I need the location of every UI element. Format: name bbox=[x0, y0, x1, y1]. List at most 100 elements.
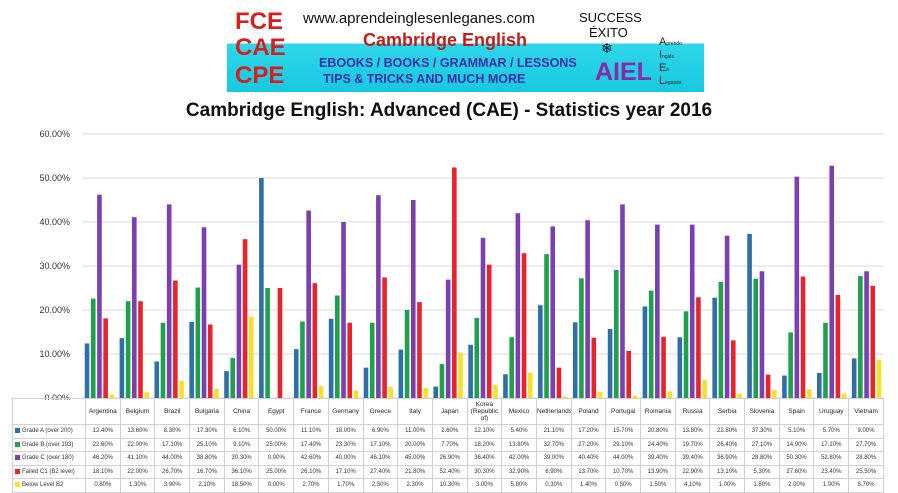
data-label: 3.00% bbox=[466, 478, 503, 493]
data-label: 40.40% bbox=[570, 451, 607, 466]
bar-0-13 bbox=[538, 305, 543, 398]
data-label: 26.70% bbox=[154, 464, 191, 479]
legend-swatch bbox=[15, 482, 20, 488]
y-tick-label: 40.00% bbox=[39, 217, 70, 227]
bar-3-17 bbox=[696, 297, 701, 398]
data-label: 27.70% bbox=[848, 437, 884, 452]
series-name: Grade A (over 200) bbox=[22, 428, 73, 435]
bar-4-21 bbox=[841, 393, 847, 398]
data-label: 1.00% bbox=[813, 478, 850, 493]
category-label: Egypt bbox=[258, 398, 295, 425]
category-label: Korea (Republic of) bbox=[466, 398, 503, 425]
data-label: 26.40% bbox=[709, 437, 746, 452]
bar-3-19 bbox=[765, 374, 771, 398]
bar-0-9 bbox=[398, 349, 404, 398]
data-label: 26.10% bbox=[293, 464, 329, 479]
data-label: 18.10% bbox=[85, 464, 121, 479]
legend-entry: Grade B (over 193) bbox=[12, 437, 86, 452]
bar-2-18 bbox=[724, 235, 730, 398]
data-label: 1.40% bbox=[570, 478, 607, 493]
data-label: 44.00% bbox=[154, 451, 191, 466]
data-label: 5.70% bbox=[813, 424, 850, 439]
bar-3-7 bbox=[347, 322, 353, 398]
data-label: 21.10% bbox=[535, 424, 572, 439]
data-label: 17.10% bbox=[327, 464, 364, 479]
bar-3-14 bbox=[591, 337, 597, 398]
bar-4-19 bbox=[772, 390, 777, 398]
bar-0-12 bbox=[503, 374, 508, 398]
data-label: 1.30% bbox=[119, 478, 156, 493]
banner-acronym-i: Inglés bbox=[659, 49, 675, 61]
bar-4-2 bbox=[179, 380, 184, 398]
chart-title: Cambridge English: Advanced (CAE) - Stat… bbox=[185, 100, 713, 121]
data-label: 2.10% bbox=[189, 478, 225, 493]
banner-aiel-logo: AIEL bbox=[595, 58, 652, 86]
data-label: 29.10% bbox=[605, 437, 641, 452]
y-tick-label: 20.00% bbox=[39, 305, 70, 315]
bar-0-15 bbox=[607, 328, 613, 398]
y-tick-label: 10.00% bbox=[39, 349, 70, 359]
data-label: 5.10% bbox=[778, 424, 815, 439]
bar-1-7 bbox=[335, 295, 340, 398]
banner-url[interactable]: www.aprendeinglesenleganes.com bbox=[303, 10, 535, 27]
banner-success: SUCCESS bbox=[579, 10, 642, 25]
data-label: 52.40% bbox=[431, 464, 468, 479]
bar-1-13 bbox=[544, 254, 549, 398]
data-label: 2.60% bbox=[431, 424, 468, 439]
data-label: 17.20% bbox=[570, 424, 607, 439]
bar-0-3 bbox=[189, 321, 194, 398]
bar-4-16 bbox=[667, 391, 673, 398]
bar-4-4 bbox=[249, 316, 254, 398]
bar-0-2 bbox=[154, 361, 160, 398]
bar-2-7 bbox=[341, 222, 346, 398]
bar-2-14 bbox=[585, 220, 590, 398]
bar-4-7 bbox=[353, 390, 359, 398]
bar-3-0 bbox=[103, 318, 108, 398]
bar-1-19 bbox=[753, 278, 759, 398]
bar-1-4 bbox=[230, 357, 236, 398]
series-name: Grade B (over 193) bbox=[22, 441, 74, 448]
data-label: 13.10% bbox=[709, 464, 746, 479]
bar-1-22 bbox=[858, 276, 863, 398]
data-label: 1.50% bbox=[640, 478, 676, 493]
y-tick-label: 30.00% bbox=[39, 261, 70, 271]
bar-0-6 bbox=[293, 349, 299, 398]
y-tick-label: 50.00% bbox=[39, 173, 70, 183]
data-label: 46.10% bbox=[362, 451, 399, 466]
bar-1-5 bbox=[265, 288, 270, 398]
data-label: 13.80% bbox=[674, 424, 711, 439]
series-name: Failed C1 (B2 level) bbox=[22, 468, 75, 475]
bar-4-14 bbox=[597, 391, 603, 398]
data-label: 8.30% bbox=[154, 424, 191, 439]
bar-3-15 bbox=[626, 350, 631, 398]
bar-2-20 bbox=[794, 176, 800, 398]
bar-0-11 bbox=[468, 344, 473, 398]
data-label: 0.00% bbox=[258, 478, 295, 493]
bar-2-0 bbox=[97, 194, 102, 398]
bar-1-6 bbox=[300, 321, 305, 398]
bar-0-4 bbox=[224, 371, 229, 398]
data-label: 2.50% bbox=[362, 478, 399, 493]
banner-exito: ÉXITO bbox=[589, 25, 628, 40]
bar-2-13 bbox=[550, 226, 556, 398]
bar-2-10 bbox=[445, 279, 451, 398]
bar-2-17 bbox=[689, 224, 695, 398]
data-table: Argentina Belgium Brazil Bulgaria China Egypt… bbox=[12, 398, 884, 493]
banner-exam-fce: FCE bbox=[235, 8, 283, 35]
legend-entry: Below Level B2 bbox=[12, 478, 86, 493]
data-label: 27.60% bbox=[778, 464, 815, 479]
data-label: 9.10% bbox=[223, 437, 260, 452]
bar-4-6 bbox=[318, 386, 324, 398]
bar-4-18 bbox=[737, 393, 742, 398]
bar-2-11 bbox=[480, 237, 486, 398]
table-row: Grade C (over 180) 46.20% 41.10% 44.00% 38.8… bbox=[12, 451, 884, 466]
category-label: Japan bbox=[431, 398, 468, 425]
data-label: 12.40% bbox=[85, 424, 121, 439]
data-label: 2.30% bbox=[397, 478, 433, 493]
bar-4-9 bbox=[423, 387, 428, 398]
legend-entry: Grade C (over 180) bbox=[12, 451, 86, 466]
bar-3-22 bbox=[870, 285, 876, 398]
legend-entry: Grade A (over 200) bbox=[12, 424, 86, 439]
data-label: 36.90% bbox=[709, 451, 746, 466]
data-label: 39.00% bbox=[535, 451, 572, 466]
